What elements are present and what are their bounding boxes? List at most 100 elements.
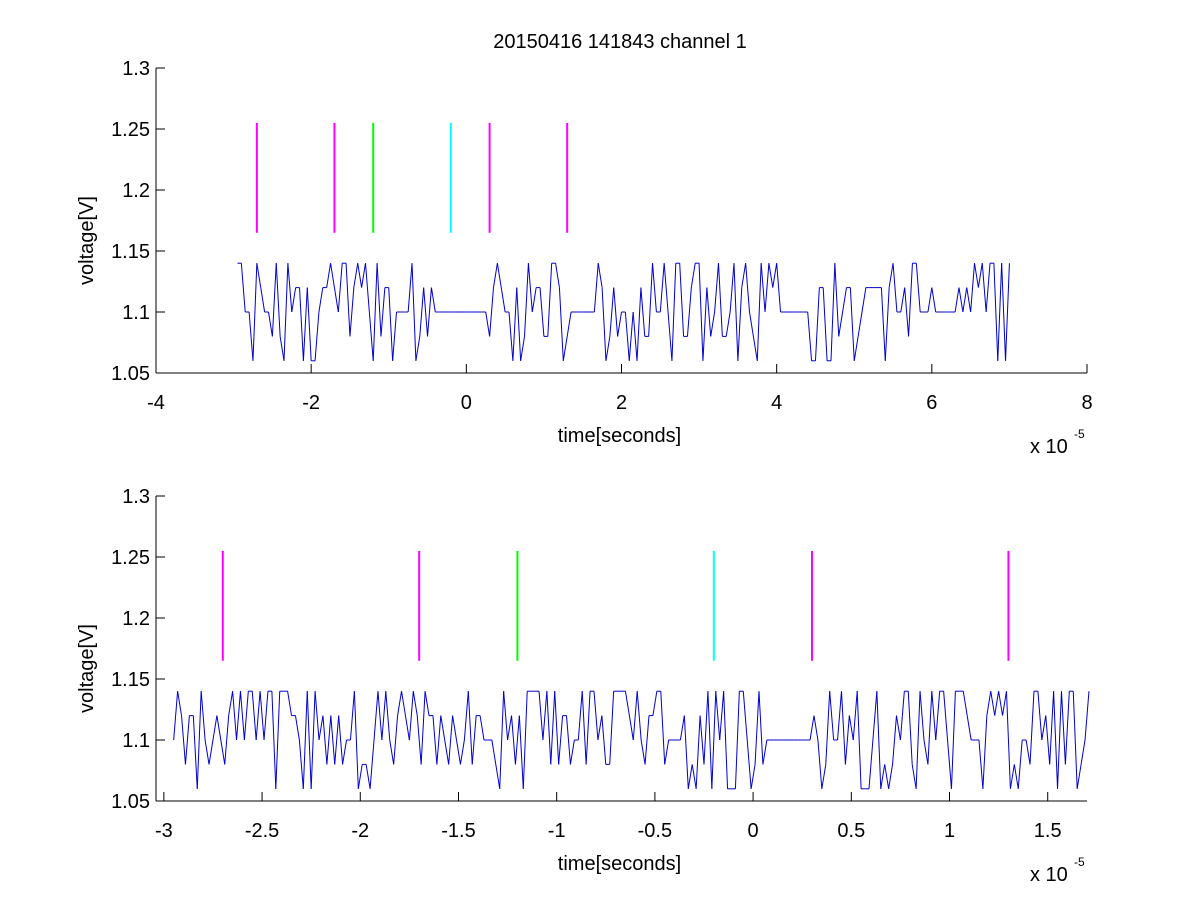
signal-segment [239,691,245,741]
signal-segment [605,336,611,361]
signal-segment [1045,715,1051,765]
signal-segment [931,287,937,313]
signal-segment [248,311,254,361]
signal-segment [1084,691,1090,741]
signal-segment [927,287,933,313]
signal-segment [981,263,987,313]
x-exponent-power: -5 [1074,427,1085,441]
signal-segment [585,691,591,765]
x-axis-label: time[seconds] [558,425,681,447]
x-tick-label: 4 [771,392,782,414]
signal-segment [842,287,847,313]
signal-segment [554,691,560,765]
y-tick-label: 1.2 [122,608,150,630]
signal-segment [754,691,760,765]
signal-segment [1017,739,1023,789]
signal-segment [232,691,238,741]
signal-segment [299,287,304,361]
signal-segment [566,311,572,337]
signal-segment [609,287,615,337]
signal-segment [660,691,666,765]
signal-segment [880,764,886,789]
signal-segment [1001,263,1007,361]
signal-segment [825,691,831,765]
signal-segment [719,691,725,741]
signal-segment [479,715,485,741]
signal-segment [489,287,494,337]
signal-segment [392,311,398,361]
signal-segment [491,739,497,765]
signal-segment [220,739,226,765]
signal-segment [569,739,575,765]
signal-segment [1072,691,1078,789]
signal-segment [829,691,835,741]
signal-segment [485,311,491,337]
signal-segment [318,715,324,741]
signal-segment [817,739,823,789]
signal-segment [750,764,756,789]
signal-segment [512,287,518,361]
signal-segment [372,263,378,361]
signal-segment [990,691,996,716]
signal-segment [495,764,501,789]
signal-segment [717,263,723,337]
signal-segment [982,715,988,789]
signal-segment [848,715,854,741]
signal-segment [919,691,925,741]
signal-segment [500,287,506,313]
signal-segment [412,691,418,716]
signal-segment [636,287,642,361]
y-tick-label: 1.1 [122,730,150,752]
y-tick-label: 1.05 [111,791,150,813]
signal-segment [962,287,968,313]
signal-segment [385,691,391,741]
signal-segment [895,715,901,741]
signal-segment [962,691,968,716]
signal-segment [809,715,815,741]
signal-segment [173,691,179,741]
signal-segment [424,691,430,716]
signal-segment [915,691,921,789]
signal-segment [318,287,324,313]
signal-segment [322,715,328,765]
signal-segment [597,715,603,741]
signal-segment [256,263,262,288]
signal-segment [546,691,552,765]
signal-segment [283,263,289,361]
signal-segment [907,691,913,765]
signal-segment [550,691,556,765]
signal-segment [884,287,890,361]
signal-segment [271,263,277,337]
signal-segment [856,691,862,789]
signal-segment [915,263,921,313]
signal-segment [539,287,545,337]
signal-segment [287,263,293,313]
signal-segment [393,715,399,765]
x-tick-label: -2.5 [245,820,279,842]
signal-segment [746,739,752,789]
signal-segment [287,691,293,716]
x-tick-label: -3 [155,820,173,842]
signal-segment [251,691,257,741]
signal-segment [518,715,524,789]
signal-segment [527,263,533,313]
x-tick-label: 1 [944,820,955,842]
signal-segment [314,311,320,361]
signal-segment [496,263,502,288]
signal-segment [978,739,984,789]
signal-segment [353,691,359,789]
signal-segment [876,691,882,789]
signal-segment [745,263,751,313]
signal-segment [733,263,739,361]
signal-segment [268,311,273,337]
signal-segment [632,691,638,741]
signal-segment [271,691,277,789]
signal-segment [758,691,764,765]
signal-segment [644,715,650,765]
signal-segment [337,263,343,313]
signal-segment [471,715,477,765]
signal-segment [204,739,210,765]
signal-segment [444,739,450,765]
